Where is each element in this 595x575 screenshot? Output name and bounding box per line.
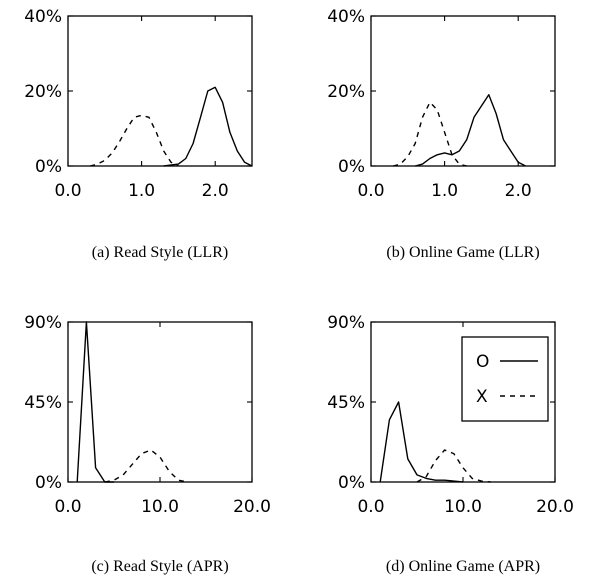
panel-a: (a) Read Style (LLR) 0% 20% 40% 0.0 1.0 2.0 [24,7,253,261]
y-tick-label-d: 45% [327,393,365,413]
caption-d: (d) Online Game (APR) [386,558,540,575]
x-tick-label-d: 10.0 [444,497,482,517]
series-x-line-c [104,449,188,483]
series-o-line-b [415,94,526,167]
series-x-line-a [89,114,179,167]
panel-d: (d) Online Game (APR) 0% 45% 90% 0.0 10.0 20.… [327,313,574,575]
caption-c: (c) Read Style (APR) [91,558,228,575]
y-tick-label-d: 0% [338,473,365,493]
x-tick-label-d: 20.0 [536,497,574,517]
x-tick-label-c: 0.0 [54,497,81,517]
x-tick-label-b: 2.0 [505,181,532,201]
panel-b: (b) Online Game (LLR) 0% 20% 40% 0.0 1.0 2.0 [327,7,556,261]
series-o-line-d [379,401,464,483]
legend-label-o: O [476,352,489,372]
x-tick-label-a: 2.0 [202,181,229,201]
y-tick-label-a: 0% [35,157,62,177]
y-tick-label-a: 20% [24,82,62,102]
legend-label-x: X [476,387,488,407]
legend-box [461,336,549,422]
y-tick-label-a: 40% [24,7,62,27]
plot-frame-b [370,15,556,167]
caption-a: (a) Read Style (LLR) [92,244,228,261]
y-tick-label-c: 90% [24,313,62,333]
x-tick-label-a: 1.0 [128,181,155,201]
series-x-line-d [416,449,491,483]
y-tick-label-c: 0% [35,473,62,493]
series-x-line-b [392,101,467,167]
x-tick-label-a: 0.0 [54,181,81,201]
caption-b: (b) Online Game (LLR) [386,244,539,261]
series-o-line-a [163,86,253,167]
y-tick-label-c: 45% [24,393,62,413]
x-tick-label-c: 10.0 [141,497,179,517]
x-tick-label-b: 0.0 [357,181,384,201]
y-tick-label-d: 90% [327,313,365,333]
series-o-line-c [76,321,114,483]
y-tick-label-b: 20% [327,82,365,102]
x-tick-label-d: 0.0 [357,497,384,517]
panel-c: (c) Read Style (APR) 0% 45% 90% 0.0 10.0 20.0 [24,313,271,575]
x-tick-label-c: 20.0 [233,497,271,517]
x-tick-label-b: 1.0 [431,181,458,201]
y-tick-label-b: 40% [327,7,365,27]
y-tick-label-b: 0% [338,157,365,177]
